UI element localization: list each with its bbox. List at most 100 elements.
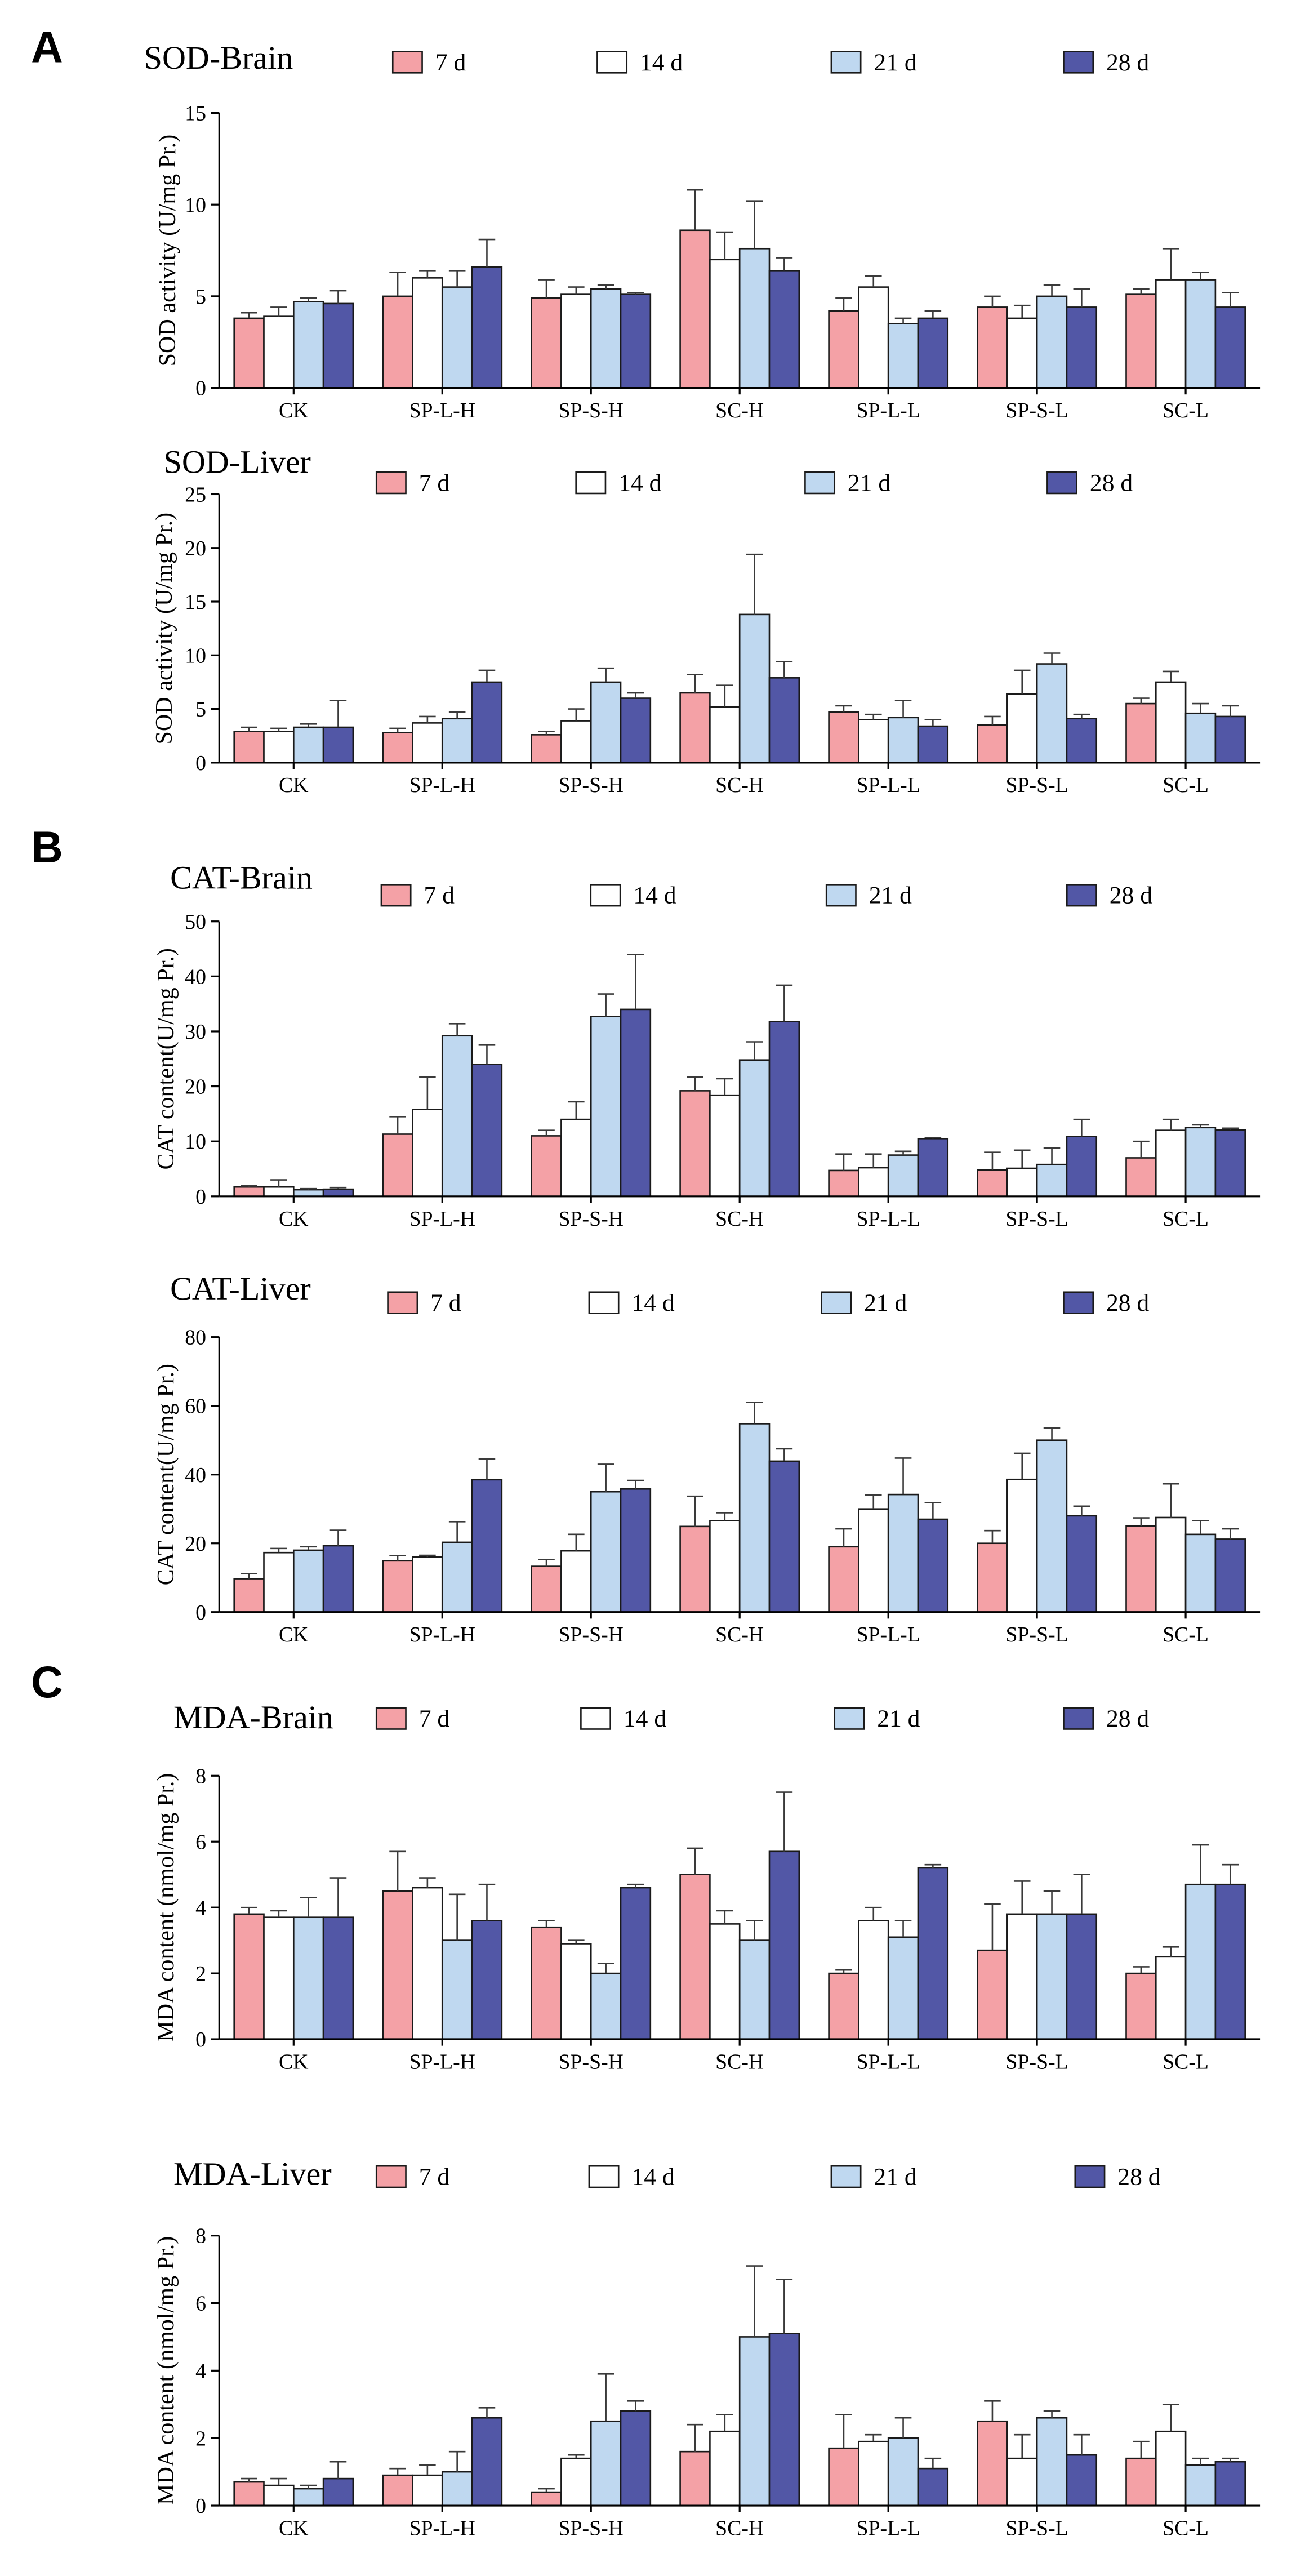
legend-swatch-7-d <box>387 1291 418 1314</box>
legend-swatch-21-d <box>821 1291 852 1314</box>
x-tick-label-sp-l-h: SP-L-H <box>409 1623 475 1647</box>
x-tick-label-sp-s-h: SP-S-H <box>559 2050 623 2074</box>
y-axis-label: CAT content(U/mg Pr.) <box>153 1364 179 1585</box>
legend-swatch-14-d <box>590 884 621 907</box>
bar-7-d-ck <box>233 2481 265 2507</box>
bar-14-d-sp-l-h <box>412 1109 443 1198</box>
x-tick-label-ck: CK <box>279 1207 308 1231</box>
y-tick-label: 60 <box>185 1395 206 1418</box>
x-tick-label-sp-s-l: SP-S-L <box>1006 773 1068 797</box>
bar-7-d-sp-l-h <box>382 1560 413 1613</box>
bar-21-d-sc-l <box>1184 712 1217 764</box>
legend-label-14-d: 14 d <box>640 49 683 76</box>
y-tick-label: 2 <box>195 1962 206 1986</box>
y-axis-label: CAT content(U/mg Pr.) <box>153 948 179 1169</box>
sod-liver-chart: SOD-Liver 7 d 14 d 21 d 28 d 0 5 10 15 20 25 SOD ac… <box>151 444 1261 797</box>
bar-21-d-sp-l-h <box>441 718 473 764</box>
bar-21-d-sp-l-h <box>441 1939 473 2040</box>
legend-swatch-21-d <box>834 1707 865 1730</box>
y-tick-label: 20 <box>185 1075 206 1099</box>
chart-title: SOD-Liver <box>164 444 311 481</box>
y-tick-label: 15 <box>185 102 206 126</box>
x-tick-label-sp-s-h: SP-S-H <box>559 773 623 797</box>
bar-14-d-sp-s-h <box>560 1550 592 1613</box>
y-tick-label: 40 <box>185 1463 206 1487</box>
mda-liver-chart: MDA-Liver 7 d 14 d 21 d 28 d 0 2 4 6 8 MDA content… <box>153 2156 1261 2540</box>
x-tick-label-sp-s-h: SP-S-H <box>559 1623 623 1647</box>
bar-28-d-sc-l <box>1214 715 1246 764</box>
bar-14-d-sp-s-l <box>1006 1478 1038 1613</box>
legend-label-7-d: 7 d <box>435 49 466 76</box>
legend-swatch-21-d <box>830 2165 862 2188</box>
legend: 7 d 14 d 21 d 28 d <box>375 470 1133 497</box>
bar-21-d-sc-l <box>1184 2464 1217 2507</box>
bar-14-d-sc-h <box>709 1094 741 1198</box>
x-tick-label-sp-s-l: SP-S-L <box>1006 1207 1068 1231</box>
y-tick-label: 40 <box>185 965 206 989</box>
bar-14-d-sp-s-h <box>560 2457 592 2507</box>
x-tick-label-sp-l-l: SP-L-L <box>857 1207 920 1231</box>
bar-28-d-sp-l-l <box>917 1137 949 1198</box>
x-tick-label-sp-s-h: SP-S-H <box>559 1207 623 1231</box>
bar-28-d-sp-l-h <box>471 1064 503 1198</box>
legend-label-14-d: 14 d <box>631 1289 674 1316</box>
bar-7-d-sc-l <box>1125 702 1157 764</box>
y-tick-label: 15 <box>185 590 206 614</box>
legend-label-14-d: 14 d <box>633 882 676 909</box>
x-tick-label-sp-s-h: SP-S-H <box>559 2516 623 2540</box>
bar-21-d-sc-h <box>738 1423 771 1613</box>
y-tick-label: 6 <box>195 1830 206 1854</box>
bar-21-d-ck <box>292 726 324 764</box>
bar-21-d-sc-l <box>1184 279 1217 389</box>
legend-swatch-7-d <box>375 2165 407 2188</box>
bar-28-d-sc-h <box>768 1021 800 1198</box>
legend-label-14-d: 14 d <box>618 470 661 497</box>
y-axis-label: MDA content (nmol/mg Pr.) <box>153 1773 179 2042</box>
y-tick-label: 0 <box>195 1185 206 1209</box>
bar-7-d-ck <box>233 1913 265 2040</box>
bar-28-d-ck <box>322 302 354 389</box>
bar-14-d-ck <box>263 1186 295 1198</box>
x-axis: CK SP-L-H SP-S-H SC-H SP-L-L SP-S-L SC-L <box>219 2038 1261 2074</box>
bar-21-d-sp-s-l <box>1036 2417 1068 2507</box>
y-tick-label: 0 <box>195 1601 206 1625</box>
x-tick-label-sc-l: SC-L <box>1163 1623 1209 1647</box>
bar-28-d-sp-l-l <box>917 1518 949 1613</box>
y-axis: 0 2 4 6 8 MDA content (nmol/mg Pr.) <box>153 2224 220 2518</box>
bar-28-d-sp-s-l <box>1066 2454 1098 2507</box>
legend-label-21-d: 21 d <box>864 1289 907 1316</box>
legend: 7 d 14 d 21 d 28 d <box>380 882 1152 909</box>
bar-14-d-sc-l <box>1155 2430 1187 2507</box>
bar-21-d-ck <box>292 1916 324 2040</box>
bar-7-d-sp-s-h <box>531 2491 562 2507</box>
y-tick-label: 0 <box>195 377 206 401</box>
bar-28-d-sc-l <box>1214 1129 1246 1198</box>
bar-14-d-ck <box>263 315 295 389</box>
bar-28-d-sp-l-h <box>471 1479 503 1613</box>
bar-28-d-sc-l <box>1214 2461 1246 2507</box>
bar-14-d-sc-h <box>709 2430 741 2507</box>
bar-7-d-sp-l-l <box>828 1972 859 2040</box>
legend-swatch-21-d <box>830 51 862 74</box>
bar-21-d-sp-s-l <box>1036 663 1068 764</box>
bar-14-d-sp-l-h <box>412 1887 443 2040</box>
bar-7-d-ck <box>233 317 265 389</box>
bar-21-d-ck <box>292 2488 324 2507</box>
y-tick-label: 30 <box>185 1020 206 1044</box>
legend-swatch-28-d <box>1063 51 1094 74</box>
bar-21-d-sp-l-h <box>441 1541 473 1613</box>
bar-14-d-sc-l <box>1155 681 1187 764</box>
bar-28-d-sp-l-l <box>917 2467 949 2507</box>
x-tick-label-sp-l-l: SP-L-L <box>857 773 920 797</box>
bar-14-d-sp-s-h <box>560 1118 592 1198</box>
y-tick-label: 6 <box>195 2292 206 2316</box>
chart-title: CAT-Liver <box>170 1270 311 1307</box>
x-tick-label-sc-h: SC-H <box>715 1623 764 1647</box>
y-axis-label: SOD activity (U/mg Pr.) <box>151 513 177 745</box>
bar-7-d-ck <box>233 1186 265 1198</box>
legend-swatch-14-d <box>588 1291 620 1314</box>
x-tick-label-sp-l-l: SP-L-L <box>857 2050 920 2074</box>
bar-21-d-sp-l-l <box>887 1154 919 1198</box>
